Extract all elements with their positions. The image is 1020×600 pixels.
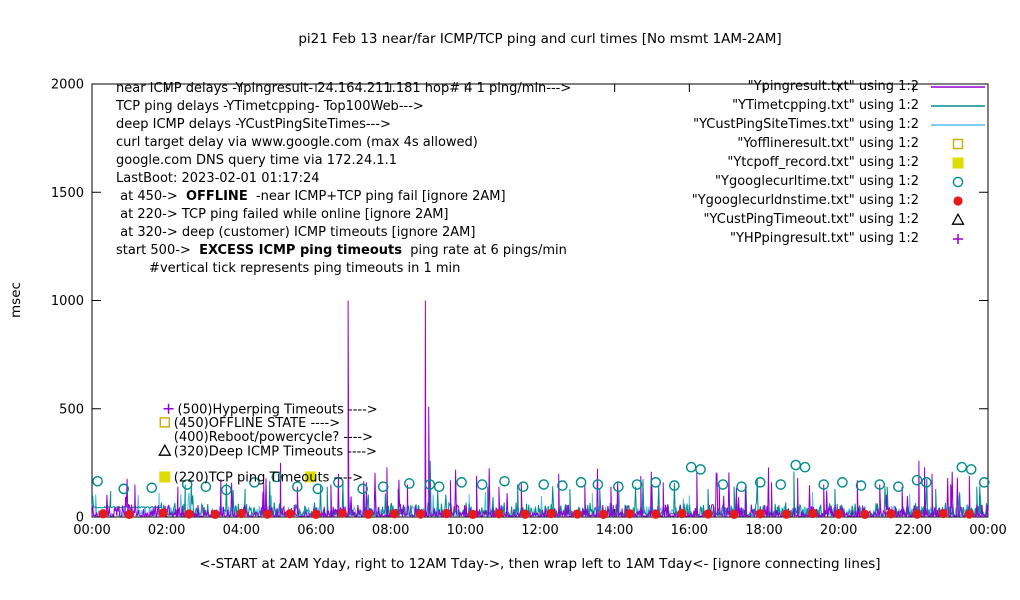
- x-tick-label: 20:00: [820, 523, 857, 538]
- callout-label: (220)TCP ping Timeouts ---->: [174, 470, 363, 485]
- series-Yofflineresult.txt: [159, 417, 171, 428]
- x-tick-label: 04:00: [223, 523, 260, 538]
- annotation-segment: TCP ping delays -YTimetcpping- Top100Web…: [116, 99, 424, 114]
- annotation-line: at 220-> TCP ping failed while online [i…: [116, 206, 571, 224]
- annotation-line: LastBoot: 2023-02-01 01:17:24: [116, 170, 571, 188]
- callouts: (500)Hyperping Timeouts ---->(450)OFFLIN…: [174, 402, 378, 485]
- x-tick-label: 14:00: [596, 523, 633, 538]
- callout-label: (500)Hyperping Timeouts ---->: [178, 402, 378, 417]
- legend-row: "Yofflineresult.txt" using 1:2: [692, 134, 989, 153]
- legend-swatch-open-circle: [952, 176, 964, 187]
- annotation-segment: -near ICMP+TCP ping fail [ignore 2AM]: [247, 189, 506, 204]
- annotation-line: TCP ping delays -YTimetcpping- Top100Web…: [116, 98, 571, 116]
- series-YHPpingresult.txt: [163, 403, 174, 414]
- callout-label: (400)Reboot/powercycle? ---->: [174, 430, 373, 445]
- annotation-segment: deep ICMP delays -YCustPingSiteTimes--->: [116, 117, 391, 132]
- annotation-line: deep ICMP delays -YCustPingSiteTimes--->: [116, 116, 571, 134]
- annotation-segment: start 500->: [116, 243, 200, 258]
- legend-label: "Ygooglecurltime.txt" using 1:2: [715, 174, 919, 189]
- annotation-line: google.com DNS query time via 172.24.1.1: [116, 152, 571, 170]
- x-tick-label: 02:00: [148, 523, 185, 538]
- y-tick-label: 500: [59, 402, 84, 417]
- legend-row: "Ytcpoff_record.txt" using 1:2: [692, 153, 989, 172]
- annotation-segment: #vertical tick represents ping timeouts …: [116, 261, 461, 276]
- annotation-segment: LastBoot: 2023-02-01 01:17:24: [116, 171, 320, 186]
- annotation-line: curl target delay via www.google.com (ma…: [116, 134, 571, 152]
- series-Ytcpoff_record.txt: [159, 471, 316, 483]
- legend-label: "YCustPingTimeout.txt" using 1:2: [703, 212, 919, 227]
- annotation-segment: curl target delay via www.google.com (ma…: [116, 135, 478, 150]
- series-Ygooglecurldnstime.txt: [98, 508, 974, 520]
- x-tick-label: 10:00: [447, 523, 484, 538]
- legend: "Ypingresult.txt" using 1:2 "YTimetcpping…: [692, 77, 989, 248]
- y-tick-label: 0: [76, 511, 84, 526]
- legend-label: "YCustPingSiteTimes.txt" using 1:2: [693, 117, 919, 132]
- chart-title: pi21 Feb 13 near/far ICMP/TCP ping and c…: [298, 31, 782, 47]
- y-tick-label: 1500: [51, 186, 84, 201]
- x-tick-label: 00:00: [73, 523, 110, 538]
- x-tick-label: 00:00: [969, 523, 1006, 538]
- legend-swatch-open-triangle: [951, 212, 965, 225]
- legend-swatch-line: [931, 104, 985, 107]
- legend-label: "Yofflineresult.txt" using 1:2: [737, 136, 919, 151]
- annotation-segment: ping rate at 6 pings/min: [402, 243, 567, 258]
- series-YCustPingTimeout.txt: [158, 443, 172, 456]
- annotation-line: start 500-> EXCESS ICMP ping timeouts pi…: [116, 242, 571, 260]
- legend-swatch-line: [931, 123, 985, 126]
- series-Ygooglecurltime.txt: [92, 459, 990, 496]
- x-tick-label: 16:00: [671, 523, 708, 538]
- legend-label: "YTimetcpping.txt" using 1:2: [732, 98, 919, 113]
- legend-label: "YHPpingresult.txt" using 1:2: [730, 231, 919, 246]
- legend-swatch-filled-circle: [953, 195, 963, 206]
- annotation-segment: near ICMP delays -Ypingresult- 24.164.21…: [116, 81, 572, 96]
- legend-row: "Ygooglecurltime.txt" using 1:2: [692, 172, 989, 191]
- legend-row: "YCustPingSiteTimes.txt" using 1:2: [692, 115, 989, 134]
- callout-label: (320)Deep ICMP Timeouts ---->: [174, 444, 377, 459]
- annotation-line: at 320-> deep (customer) ICMP timeouts […: [116, 224, 571, 242]
- legend-row: "YCustPingTimeout.txt" using 1:2: [692, 210, 989, 229]
- annotation-segment: OFFLINE: [186, 189, 248, 204]
- annotation-line: #vertical tick represents ping timeouts …: [116, 260, 571, 278]
- x-tick-label: 18:00: [745, 523, 782, 538]
- legend-row: "Ypingresult.txt" using 1:2: [692, 77, 989, 96]
- x-tick-label: 22:00: [895, 523, 932, 538]
- legend-swatch-plus: [953, 233, 963, 244]
- legend-swatch-filled-square: [952, 157, 964, 168]
- x-axis-label: <-START at 2AM Yday, right to 12AM Tday-…: [199, 556, 881, 572]
- legend-label: "Ytcpoff_record.txt" using 1:2: [727, 155, 919, 170]
- annotation-line: at 450-> OFFLINE -near ICMP+TCP ping fai…: [116, 188, 571, 206]
- x-tick-label: 06:00: [297, 523, 334, 538]
- legend-row: "YHPpingresult.txt" using 1:2: [692, 229, 989, 248]
- legend-swatch-line: [931, 85, 985, 88]
- annotation-segment: at 450->: [116, 189, 186, 204]
- annotation-segment: at 320-> deep (customer) ICMP timeouts […: [116, 225, 476, 240]
- legend-row: "Ygooglecurldnstime.txt" using 1:2: [692, 191, 989, 210]
- annotation-segment: EXCESS ICMP ping timeouts: [199, 243, 402, 258]
- annotation-block: near ICMP delays -Ypingresult- 24.164.21…: [116, 80, 571, 278]
- annotation-line: near ICMP delays -Ypingresult- 24.164.21…: [116, 80, 571, 98]
- axes: 00:00 02:00 04:00 06:00 08:00 10:00 12:00 14:00…: [51, 78, 1007, 539]
- y-tick-label: 2000: [51, 78, 84, 93]
- legend-row: "YTimetcpping.txt" using 1:2: [692, 96, 989, 115]
- x-tick-label: 12:00: [521, 523, 558, 538]
- callout-label: (450)OFFLINE STATE ---->: [174, 416, 340, 431]
- annotation-segment: at 220-> TCP ping failed while online [i…: [116, 207, 449, 222]
- annotation-segment: google.com DNS query time via 172.24.1.1: [116, 153, 398, 168]
- legend-swatch-open-square: [952, 138, 964, 149]
- legend-label: "Ypingresult.txt" using 1:2: [747, 79, 919, 94]
- x-tick-label: 08:00: [372, 523, 409, 538]
- legend-label: "Ygooglecurldnstime.txt" using 1:2: [691, 193, 919, 208]
- y-tick-label: 1000: [51, 294, 84, 309]
